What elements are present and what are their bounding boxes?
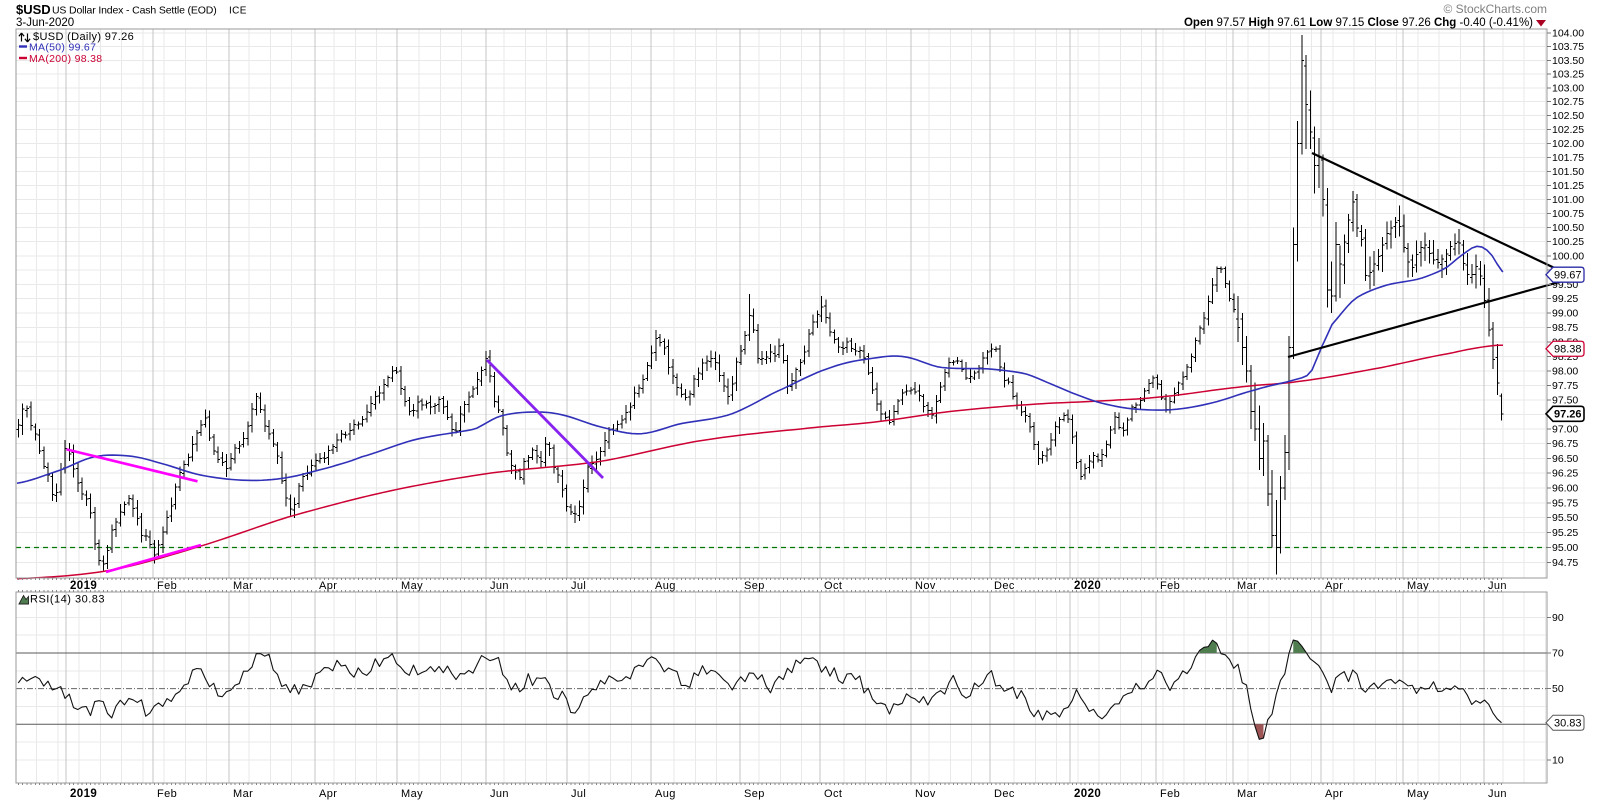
svg-text:102.50: 102.50	[1552, 110, 1584, 122]
svg-text:96.75: 96.75	[1552, 438, 1578, 450]
svg-text:Mar: Mar	[233, 788, 253, 800]
svg-text:Jun: Jun	[490, 580, 509, 592]
svg-text:103.00: 103.00	[1552, 82, 1584, 94]
svg-text:96.50: 96.50	[1552, 453, 1578, 465]
svg-text:Oct: Oct	[824, 788, 842, 800]
svg-text:Nov: Nov	[915, 580, 936, 592]
svg-text:Jul: Jul	[571, 788, 586, 800]
svg-text:3-Jun-2020: 3-Jun-2020	[16, 17, 74, 29]
svg-text:Feb: Feb	[157, 580, 177, 592]
svg-text:2020: 2020	[1074, 788, 1101, 800]
svg-text:MA(200) 98.38: MA(200) 98.38	[29, 53, 102, 65]
svg-text:Oct: Oct	[824, 580, 842, 592]
svg-text:99.00: 99.00	[1552, 308, 1578, 320]
svg-text:May: May	[401, 580, 423, 592]
svg-text:97.00: 97.00	[1552, 424, 1578, 436]
svg-text:102.75: 102.75	[1552, 96, 1584, 108]
svg-text:May: May	[1407, 788, 1429, 800]
svg-text:95.25: 95.25	[1552, 527, 1578, 539]
svg-text:Aug: Aug	[655, 580, 676, 592]
svg-text:50: 50	[1552, 683, 1564, 695]
svg-text:Jun: Jun	[1488, 788, 1507, 800]
svg-text:102.00: 102.00	[1552, 138, 1584, 150]
svg-text:99.25: 99.25	[1552, 293, 1578, 305]
svg-text:97.50: 97.50	[1552, 394, 1578, 406]
svg-text:© StockCharts.com: © StockCharts.com	[1443, 2, 1547, 16]
svg-text:Mar: Mar	[1237, 788, 1257, 800]
svg-text:Apr: Apr	[1325, 580, 1343, 592]
svg-text:RSI(14) 30.83: RSI(14) 30.83	[30, 594, 105, 606]
svg-text:Feb: Feb	[1160, 788, 1180, 800]
svg-text:2020: 2020	[1074, 580, 1101, 592]
svg-text:Feb: Feb	[1160, 580, 1180, 592]
svg-text:Jul: Jul	[571, 580, 586, 592]
svg-text:98.00: 98.00	[1552, 365, 1578, 377]
svg-text:100.50: 100.50	[1552, 222, 1584, 234]
svg-text:2019: 2019	[70, 580, 97, 592]
svg-text:Mar: Mar	[1237, 580, 1257, 592]
svg-text:Sep: Sep	[744, 788, 765, 800]
svg-text:Jun: Jun	[1488, 580, 1507, 592]
svg-text:103.75: 103.75	[1552, 41, 1584, 53]
svg-text:Feb: Feb	[157, 788, 177, 800]
svg-text:98.75: 98.75	[1552, 322, 1578, 334]
svg-text:94.75: 94.75	[1552, 557, 1578, 569]
svg-text:96.25: 96.25	[1552, 468, 1578, 480]
svg-text:100.00: 100.00	[1552, 250, 1584, 262]
svg-text:Apr: Apr	[319, 788, 337, 800]
svg-text:95.00: 95.00	[1552, 542, 1578, 554]
svg-text:Jun: Jun	[490, 788, 509, 800]
svg-text:101.75: 101.75	[1552, 152, 1584, 164]
svg-text:98.38: 98.38	[1554, 344, 1582, 356]
svg-text:Apr: Apr	[1325, 788, 1343, 800]
svg-text:2019: 2019	[70, 788, 97, 800]
svg-text:$USD: $USD	[16, 2, 51, 17]
svg-text:Mar: Mar	[233, 580, 253, 592]
svg-text:100.75: 100.75	[1552, 208, 1584, 220]
svg-text:US Dollar Index - Cash Settle: US Dollar Index - Cash Settle (EOD)	[52, 5, 217, 17]
svg-text:Apr: Apr	[319, 580, 337, 592]
svg-text:30.83: 30.83	[1554, 718, 1582, 730]
svg-text:Open 97.57 High 97.61 Low 97.1: Open 97.57 High 97.61 Low 97.15 Close 97…	[1184, 17, 1533, 29]
svg-text:101.00: 101.00	[1552, 194, 1584, 206]
svg-text:100.25: 100.25	[1552, 236, 1584, 248]
svg-text:10: 10	[1552, 754, 1564, 766]
svg-text:May: May	[1407, 580, 1429, 592]
svg-text:96.00: 96.00	[1552, 482, 1578, 494]
svg-text:90: 90	[1552, 612, 1564, 624]
svg-text:103.25: 103.25	[1552, 69, 1584, 81]
svg-text:Dec: Dec	[994, 788, 1015, 800]
svg-text:101.25: 101.25	[1552, 180, 1584, 192]
svg-text:MA(50) 99.67: MA(50) 99.67	[29, 42, 96, 54]
svg-text:95.50: 95.50	[1552, 512, 1578, 524]
svg-text:Nov: Nov	[915, 788, 936, 800]
svg-text:70: 70	[1552, 648, 1564, 660]
svg-text:97.75: 97.75	[1552, 380, 1578, 392]
svg-text:ICE: ICE	[229, 6, 247, 17]
svg-text:101.50: 101.50	[1552, 166, 1584, 178]
svg-text:95.75: 95.75	[1552, 497, 1578, 509]
svg-text:104.00: 104.00	[1552, 27, 1584, 39]
svg-text:103.50: 103.50	[1552, 55, 1584, 67]
svg-text:$USD (Daily) 97.26: $USD (Daily) 97.26	[33, 31, 134, 43]
svg-text:99.67: 99.67	[1554, 270, 1582, 282]
svg-text:Dec: Dec	[994, 580, 1015, 592]
svg-text:97.26: 97.26	[1554, 409, 1582, 421]
svg-text:Sep: Sep	[744, 580, 765, 592]
svg-text:May: May	[401, 788, 423, 800]
svg-text:Aug: Aug	[655, 788, 676, 800]
svg-text:102.25: 102.25	[1552, 124, 1584, 136]
